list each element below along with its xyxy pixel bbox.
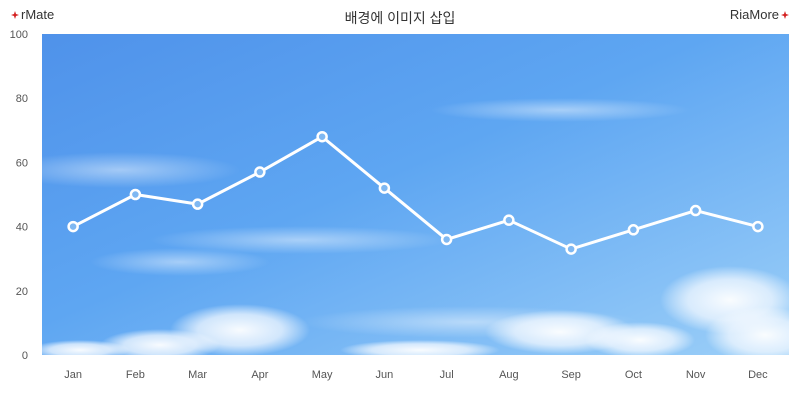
x-tick-label: Jun	[376, 369, 394, 381]
data-point[interactable]	[503, 214, 515, 226]
x-tick-label: May	[312, 369, 333, 381]
x-tick-label: Nov	[686, 369, 706, 381]
x-axis: Jan Feb Mar Apr May Jun Jul Aug Sep Oct Nov Dec	[64, 369, 768, 381]
data-point[interactable]	[440, 233, 453, 246]
x-tick-label: Sep	[561, 369, 581, 381]
y-tick-label: 0	[22, 350, 28, 362]
series-line	[72, 135, 759, 251]
data-point[interactable]	[689, 204, 702, 217]
x-tick-label: Feb	[126, 369, 145, 381]
sparkle-icon	[780, 9, 790, 21]
x-tick-label: Dec	[748, 369, 768, 381]
plot-background	[42, 34, 789, 355]
y-tick-label: 100	[10, 29, 28, 41]
data-point[interactable]	[627, 224, 640, 236]
data-point[interactable]	[129, 188, 142, 201]
x-tick-label: Jan	[64, 369, 82, 381]
y-tick-label: 60	[16, 157, 28, 169]
y-tick-label: 20	[16, 286, 28, 298]
y-tick-label: 80	[16, 93, 28, 105]
y-tick-label: 40	[16, 222, 28, 234]
data-point[interactable]	[378, 182, 391, 194]
data-point[interactable]	[565, 243, 577, 255]
data-point[interactable]	[67, 220, 79, 233]
x-tick-label: Mar	[188, 369, 207, 381]
brand-logo-left: rMate	[10, 7, 54, 22]
x-tick-label: Jul	[440, 369, 454, 381]
data-point[interactable]	[316, 130, 328, 143]
brand-left-label: rMate	[21, 7, 55, 22]
data-point[interactable]	[191, 198, 204, 210]
data-point[interactable]	[752, 220, 764, 233]
x-tick-label: Oct	[625, 369, 642, 381]
x-tick-label: Apr	[251, 369, 268, 381]
x-tick-label: Aug	[499, 369, 519, 381]
series-layer	[67, 130, 764, 255]
y-axis: 0 20 40 60 80 100	[10, 29, 28, 362]
sparkle-icon	[10, 9, 20, 21]
brand-right-label: RiaMore	[729, 7, 779, 22]
brand-logo-right: RiaMore	[730, 7, 790, 22]
data-point[interactable]	[254, 166, 266, 178]
chart-title: 배경에 이미지 삽입	[344, 10, 456, 26]
